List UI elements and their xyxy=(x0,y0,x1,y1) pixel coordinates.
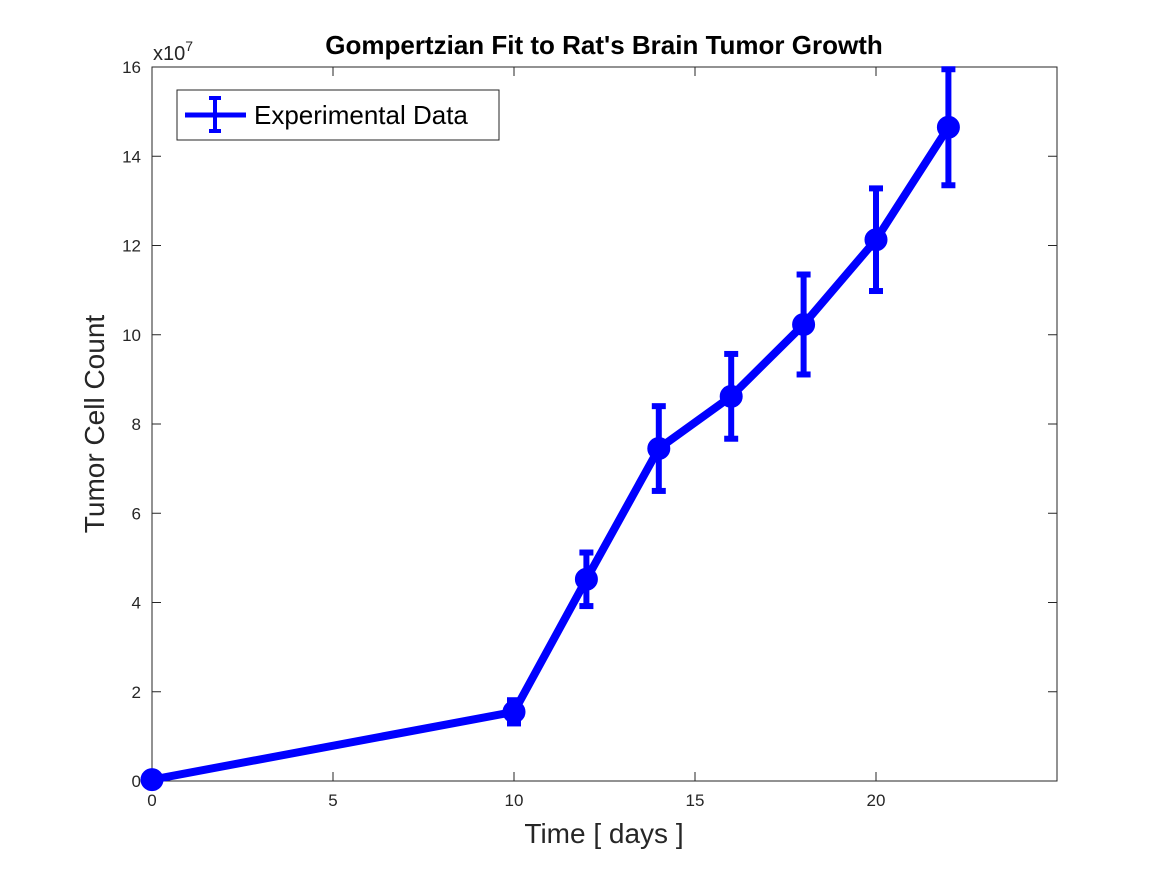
data-point xyxy=(647,437,671,461)
y-tick-label: 16 xyxy=(122,58,141,77)
y-tick-label: 12 xyxy=(122,237,141,256)
y-axis-ticks: 0 2 4 6 8 10 12 14 16 xyxy=(122,58,1057,791)
series-layer xyxy=(140,66,960,792)
x-tick-label: 5 xyxy=(328,791,337,810)
data-point xyxy=(864,228,888,252)
data-point xyxy=(792,312,816,336)
data-point xyxy=(502,700,526,724)
y-tick-label: 10 xyxy=(122,326,141,345)
x-axis-label: Time [ days ] xyxy=(524,818,683,849)
plot-area: 0 5 10 15 20 0 2 4 6 8 10 12 14 16 xyxy=(122,58,1058,810)
x-tick-label: 0 xyxy=(147,791,156,810)
y-axis-multiplier: x107 xyxy=(153,38,193,65)
x-tick-label: 20 xyxy=(867,791,886,810)
legend-errorbar-symbol xyxy=(185,96,246,133)
data-point xyxy=(574,567,598,591)
y-tick-label: 8 xyxy=(132,415,141,434)
y-tick-label: 14 xyxy=(122,147,141,166)
data-point xyxy=(140,768,164,792)
chart-title: Gompertzian Fit to Rat's Brain Tumor Gro… xyxy=(325,30,883,60)
series-line-experimental-data xyxy=(148,123,953,784)
legend-label-experimental-data: Experimental Data xyxy=(254,100,468,130)
y-tick-label: 4 xyxy=(132,594,141,613)
y-multiplier-exponent: 7 xyxy=(185,38,193,54)
data-point xyxy=(719,384,743,408)
x-tick-label: 15 xyxy=(686,791,705,810)
data-point xyxy=(936,115,960,139)
y-tick-label: 2 xyxy=(132,683,141,702)
x-axis-ticks: 0 5 10 15 20 xyxy=(147,67,885,810)
x-tick-label: 10 xyxy=(505,791,524,810)
y-axis-label: Tumor Cell Count xyxy=(79,315,110,534)
legend[interactable]: Experimental Data xyxy=(176,89,500,141)
y-tick-label: 0 xyxy=(132,772,141,791)
y-multiplier-base: x10 xyxy=(153,43,185,65)
y-tick-label: 6 xyxy=(132,504,141,523)
